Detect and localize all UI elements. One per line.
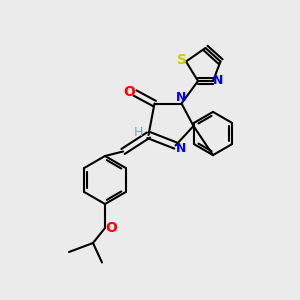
Text: S: S [176,53,187,67]
Text: N: N [176,142,186,155]
Text: N: N [213,74,224,88]
Text: H: H [134,125,144,139]
Text: N: N [176,91,187,104]
Text: O: O [106,221,118,235]
Text: O: O [124,85,136,98]
